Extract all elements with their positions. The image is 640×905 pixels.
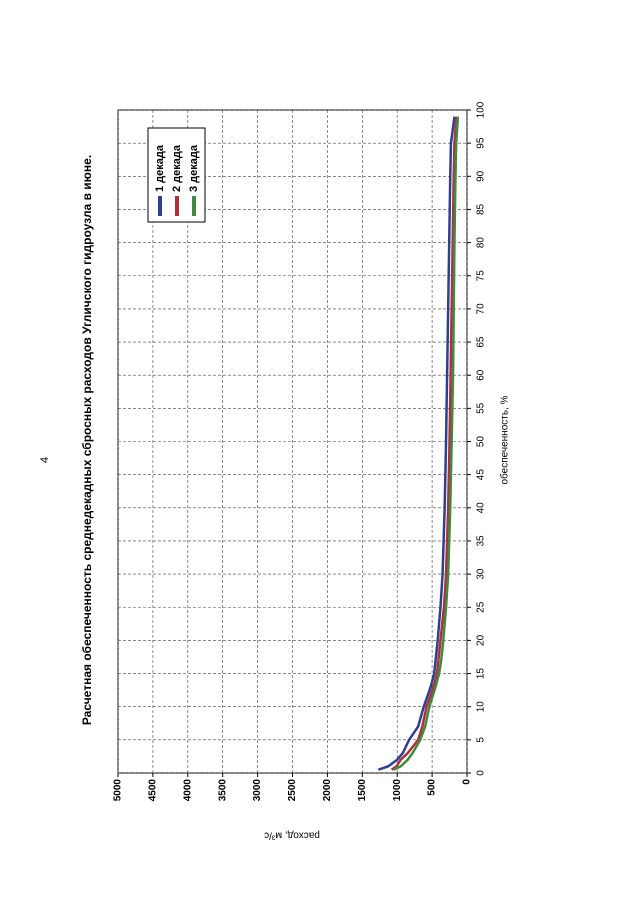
page-number: 4 [39,457,51,463]
x-tick-label: 35 [476,535,487,547]
x-tick-label: 90 [476,170,487,182]
y-tick-label: 0 [462,779,473,785]
x-tick-label: 75 [476,270,487,282]
legend-box [147,127,206,223]
series-line [377,116,456,771]
y-axis-label: расход, м³/с [264,829,320,840]
y-tick-label: 5000 [113,779,124,802]
legend-label: 1 декада [154,144,166,192]
x-axis-label: обеспеченность, % [499,395,511,484]
y-tick-label: 3500 [217,779,228,802]
x-tick-label: 45 [476,469,487,481]
x-tick-label: 30 [476,568,487,580]
y-tick-label: 2000 [322,779,333,802]
x-tick-label: 100 [476,101,487,118]
x-tick-label: 0 [476,770,487,776]
series-line [390,116,458,771]
y-tick-label: 3000 [252,779,263,802]
x-tick-label: 15 [476,668,487,680]
legend-label: 2 декада [171,144,183,192]
x-tick-label: 60 [476,369,487,381]
y-tick-label: 2500 [287,779,298,802]
x-tick-label: 5 [476,737,487,743]
series-line [393,116,460,771]
x-tick-label: 80 [476,237,487,249]
y-tick-label: 4000 [182,779,193,802]
x-tick-label: 25 [476,601,487,613]
chart-title: Расчетная обеспеченность среднедекадных … [80,155,94,725]
y-tick-label: 1000 [392,779,403,802]
x-tick-label: 95 [476,137,487,149]
x-tick-label: 65 [476,336,487,348]
legend-label: 3 декада [188,144,200,192]
x-tick-label: 70 [476,303,487,315]
x-tick-label: 40 [476,502,487,514]
x-tick-label: 20 [476,634,487,646]
y-tick-label: 4500 [148,779,159,802]
x-tick-label: 85 [476,203,487,215]
x-tick-label: 50 [476,436,487,448]
x-tick-label: 55 [476,402,487,414]
y-tick-label: 500 [427,779,438,796]
y-tick-label: 1500 [357,779,368,802]
chart: Расчетная обеспеченность среднедекадных … [80,101,510,840]
x-tick-label: 10 [476,701,487,713]
